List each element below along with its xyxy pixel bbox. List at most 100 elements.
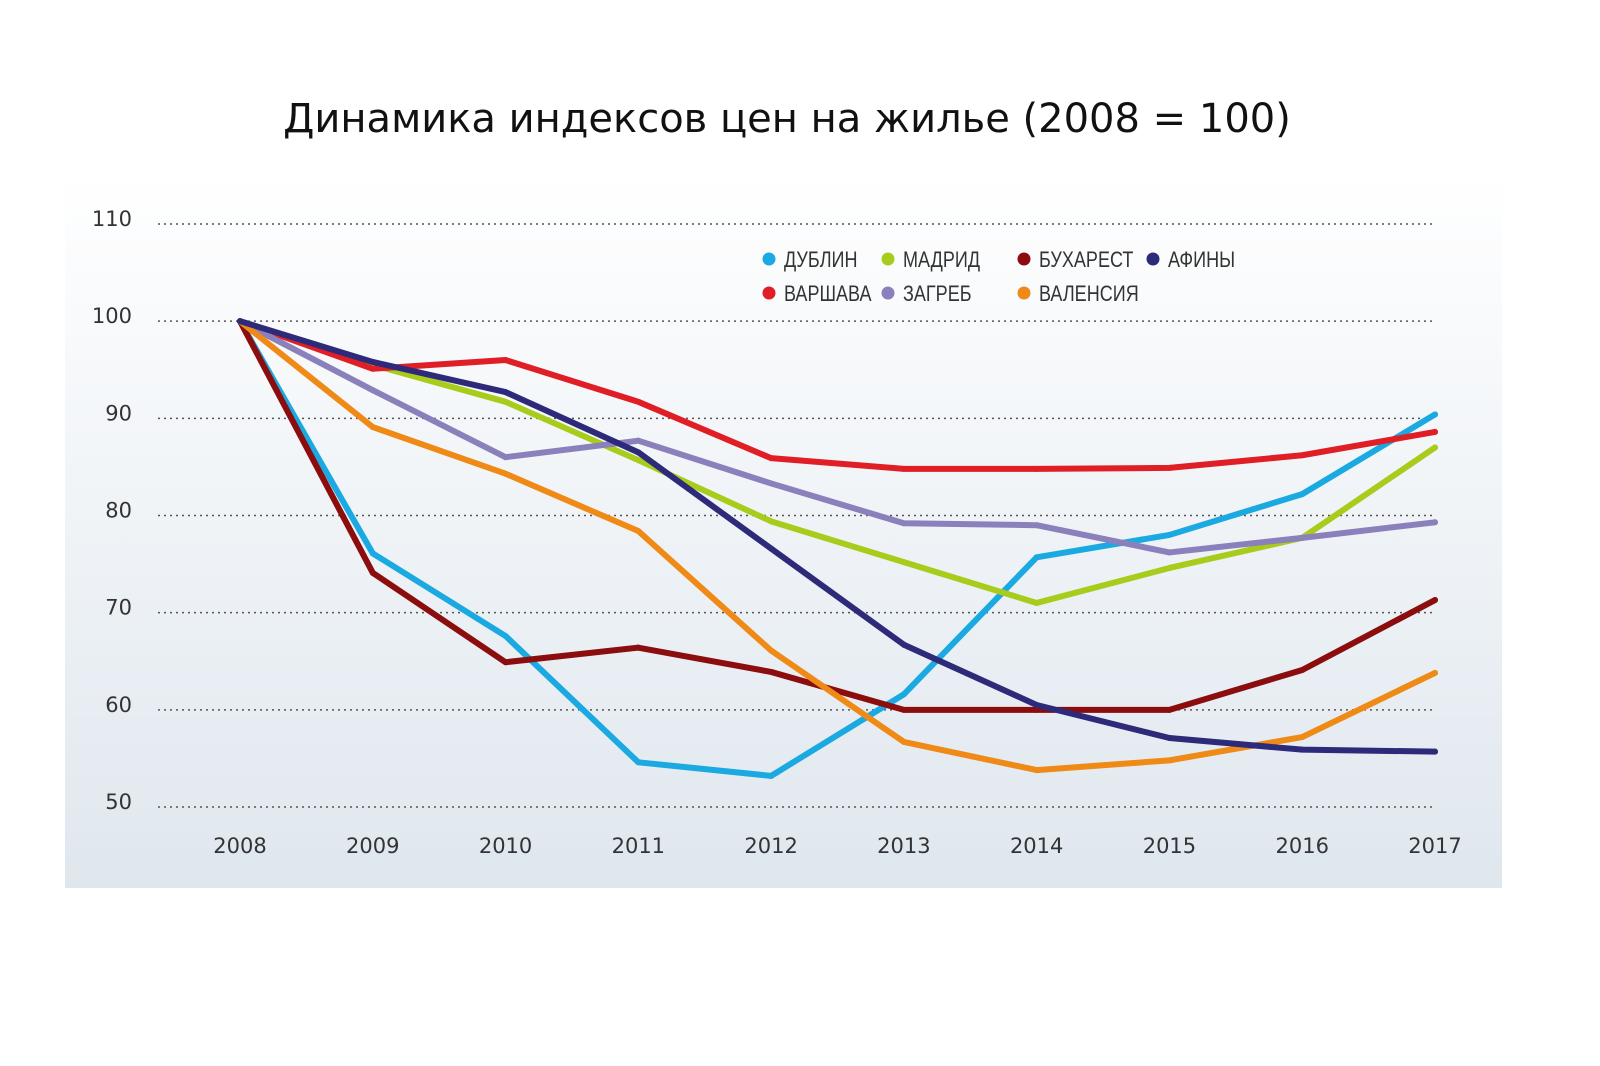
y-tick-label: 70: [105, 596, 132, 620]
data-point: [900, 641, 907, 648]
data-point: [900, 738, 907, 745]
data-point: [635, 398, 642, 405]
data-point: [1432, 597, 1438, 604]
data-point: [768, 518, 775, 525]
series-line-3: [237, 318, 1438, 472]
legend-item: ВАЛЕНСИЯ: [1017, 282, 1139, 306]
legend-item: МАДРИД: [881, 248, 980, 272]
data-point: [502, 389, 509, 396]
data-point: [1166, 549, 1173, 556]
data-point: [900, 520, 907, 527]
data-point: [768, 455, 775, 462]
x-tick-label: 2017: [1408, 834, 1461, 858]
x-tick-label: 2014: [1010, 834, 1063, 858]
series-line-1: [237, 318, 1438, 606]
x-tick-label: 2010: [479, 834, 532, 858]
x-tick-label: 2015: [1143, 834, 1196, 858]
data-point: [369, 358, 376, 365]
data-point: [1166, 706, 1173, 713]
data-point: [1299, 734, 1306, 741]
data-point: [1299, 666, 1306, 673]
legend-label: МАДРИД: [903, 248, 980, 272]
y-tick-label: 60: [105, 693, 132, 717]
data-point: [1299, 534, 1306, 541]
y-tick-label: 100: [92, 304, 132, 328]
series-line-4: [237, 318, 1438, 556]
legend-label: ВАРШАВА: [784, 282, 872, 306]
series-line-5: [237, 318, 1438, 774]
legend-marker: [762, 252, 776, 266]
x-tick-label: 2013: [877, 834, 930, 858]
data-point: [237, 318, 243, 325]
legend-label: ДУБЛИН: [784, 248, 858, 272]
series-line-0: [237, 318, 1438, 779]
data-point: [1033, 554, 1040, 561]
legend-label: ВАЛЕНСИЯ: [1039, 282, 1139, 306]
data-point: [900, 706, 907, 713]
data-point: [1033, 767, 1040, 774]
legend-marker: [881, 252, 895, 266]
y-tick-label: 110: [92, 207, 132, 231]
data-point: [1432, 748, 1438, 755]
data-point: [900, 465, 907, 472]
data-point: [900, 691, 907, 698]
data-point: [1033, 465, 1040, 472]
legend-label: БУХАРЕСТ: [1039, 248, 1133, 272]
data-point: [635, 457, 642, 464]
x-tick-label: 2011: [612, 834, 665, 858]
data-point: [502, 659, 509, 666]
data-point: [369, 569, 376, 576]
data-point: [1166, 735, 1173, 742]
data-point: [502, 398, 509, 405]
data-point: [1432, 411, 1438, 418]
legend-item: БУХАРЕСТ: [1017, 248, 1133, 272]
data-point: [1033, 599, 1040, 606]
data-point: [1299, 452, 1306, 459]
data-point: [635, 528, 642, 535]
data-point: [635, 759, 642, 766]
data-point: [768, 545, 775, 552]
data-point: [369, 387, 376, 394]
x-tick-label: 2012: [744, 834, 797, 858]
data-point: [768, 772, 775, 779]
legend-item: ЗАГРЕБ: [881, 282, 972, 306]
series-line-6: [237, 318, 1438, 755]
x-tick-label: 2008: [213, 834, 266, 858]
data-point: [1033, 522, 1040, 529]
data-point: [1299, 746, 1306, 753]
data-point: [1166, 564, 1173, 571]
x-tick-label: 2009: [346, 834, 399, 858]
x-tick-label: 2016: [1275, 834, 1328, 858]
data-point: [635, 437, 642, 444]
plot-background: [65, 170, 1502, 888]
data-point: [1432, 444, 1438, 451]
legend-marker: [1017, 252, 1031, 266]
data-point: [1432, 428, 1438, 435]
data-point: [900, 559, 907, 566]
data-point: [1432, 519, 1438, 526]
data-point: [369, 424, 376, 431]
legend-marker: [881, 286, 895, 300]
data-point: [1033, 701, 1040, 708]
data-point: [369, 550, 376, 557]
legend-marker: [1017, 286, 1031, 300]
legend-label: ЗАГРЕБ: [903, 282, 972, 306]
data-point: [1166, 531, 1173, 538]
data-point: [768, 480, 775, 487]
data-point: [502, 454, 509, 461]
data-point: [768, 668, 775, 675]
chart-title: Динамика индексов цен на жилье (2008 = 1…: [283, 96, 1291, 142]
series-line-2: [237, 318, 1438, 713]
data-point: [502, 470, 509, 477]
data-point: [502, 357, 509, 364]
data-point: [1166, 464, 1173, 471]
data-point: [768, 647, 775, 654]
data-point: [635, 644, 642, 651]
data-point: [635, 449, 642, 456]
legend-item: АФИНЫ: [1146, 248, 1235, 272]
y-tick-label: 50: [105, 790, 132, 814]
y-tick-label: 90: [105, 401, 132, 425]
legend-item: ВАРШАВА: [762, 282, 872, 306]
legend-item: ДУБЛИН: [762, 248, 858, 272]
